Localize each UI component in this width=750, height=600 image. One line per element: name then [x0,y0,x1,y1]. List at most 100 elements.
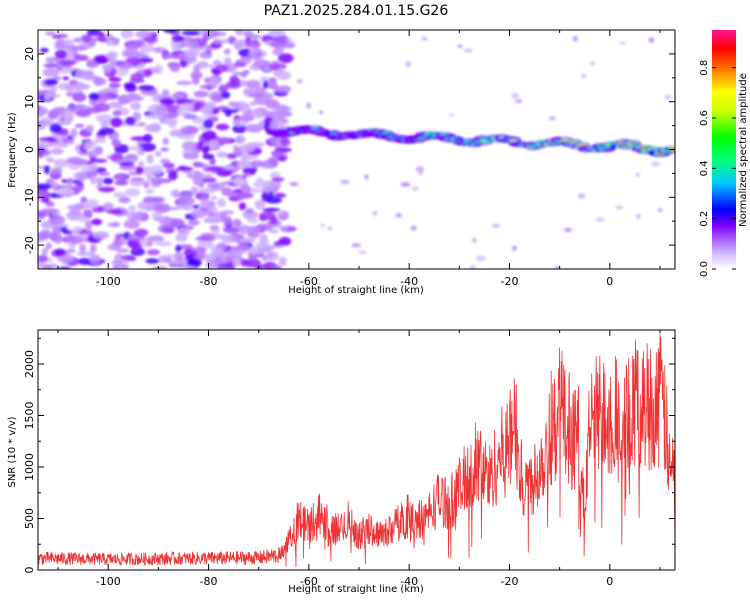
noise-blob [73,37,83,43]
noise-blob [242,167,258,173]
noise-blob [197,238,214,249]
noise-blob [415,166,425,173]
noise-blob [187,219,200,226]
noise-blob [49,84,58,94]
noise-blob [102,202,114,212]
noise-blob [278,156,287,161]
noise-blob [146,154,154,164]
noise-blob [186,40,200,49]
noise-blob [97,186,116,193]
noise-blob [89,175,97,185]
noise-blob [45,31,56,36]
x-tick-label: -100 [96,275,121,288]
noise-blob [54,142,68,147]
noise-blob [124,153,139,164]
noise-blob [53,225,62,231]
noise-blob [73,45,87,51]
noise-blob [635,172,640,177]
noise-blob [112,239,123,249]
colorbar-tick-label: 0.0 [699,261,710,277]
noise-blob [76,251,94,256]
noise-blob [77,257,92,265]
noise-blob [177,107,190,117]
noise-blob [168,170,178,181]
noise-blob [241,185,252,194]
noise-blob [138,161,145,167]
noise-blob [48,215,66,225]
noise-blob [191,209,207,219]
noise-blob [203,112,213,119]
noise-blob [170,93,186,99]
noise-blob [121,254,136,261]
noise-blob [102,177,114,185]
colorbar-tick-label: 0.8 [699,60,710,76]
y-tick-label: 2000 [23,350,36,378]
noise-blob [207,76,220,87]
noise-blob [400,182,411,187]
noise-blob [45,57,60,63]
noise-blob [270,171,281,180]
noise-blob [469,265,476,269]
noise-blob [128,205,137,212]
noise-blob [73,53,82,62]
noise-blob [327,226,333,230]
noise-blob [648,37,655,43]
noise-blob [130,102,141,110]
noise-blob [162,118,178,125]
noise-blob [161,226,173,234]
noise-blob [152,266,168,269]
noise-blob [124,116,136,126]
noise-blob [232,178,245,185]
noise-blob [619,41,626,45]
noise-blob [224,261,236,269]
noise-blob [54,248,66,257]
noise-blob [56,187,74,196]
noise-blob [159,158,171,164]
noise-blob [169,259,188,265]
noise-blob [548,116,556,121]
noise-blob [65,234,78,242]
noise-blob [240,237,257,243]
noise-blob [270,216,278,225]
noise-blob [205,216,219,223]
noise-blob [63,109,75,119]
noise-blob [126,211,134,220]
noise-blob [96,177,104,186]
y-tick-label: -20 [23,236,36,254]
noise-blob [163,30,177,34]
noise-blob [116,248,130,253]
noise-blob [223,227,240,234]
noise-blob [39,117,55,127]
noise-blob [130,72,144,83]
noise-blob [248,92,264,98]
noise-blob [511,92,519,99]
spectrogram-x-label: Height of straight line (km) [288,285,424,296]
snr-x-ticks: -100 -80 -60 -40 -20 0 [57,330,661,588]
noise-blob [104,33,113,39]
noise-blob [75,69,88,79]
noise-blob [590,61,595,66]
noise-blob [261,191,268,202]
noise-blob [277,53,294,63]
noise-blob [262,207,281,212]
noise-blob [93,77,107,86]
noise-blob [234,61,247,68]
noise-blob [117,94,134,104]
noise-blob [279,137,290,146]
noise-blob [472,237,477,243]
noise-blob [275,85,292,93]
noise-blob [268,30,286,37]
noise-blob [39,229,52,240]
noise-blob [162,137,169,145]
snr-series [38,333,675,568]
noise-blob [221,187,233,196]
noise-blob [169,190,179,196]
noise-blob [269,120,278,130]
noise-blob [278,67,284,74]
noise-blob [45,201,55,207]
noise-blob [237,102,251,113]
noise-blob [271,136,278,147]
noise-blob [240,72,247,78]
spectrogram-y-label: Frequency (Hz) [7,112,18,188]
colorbar-tick-label: 0.4 [699,160,710,176]
